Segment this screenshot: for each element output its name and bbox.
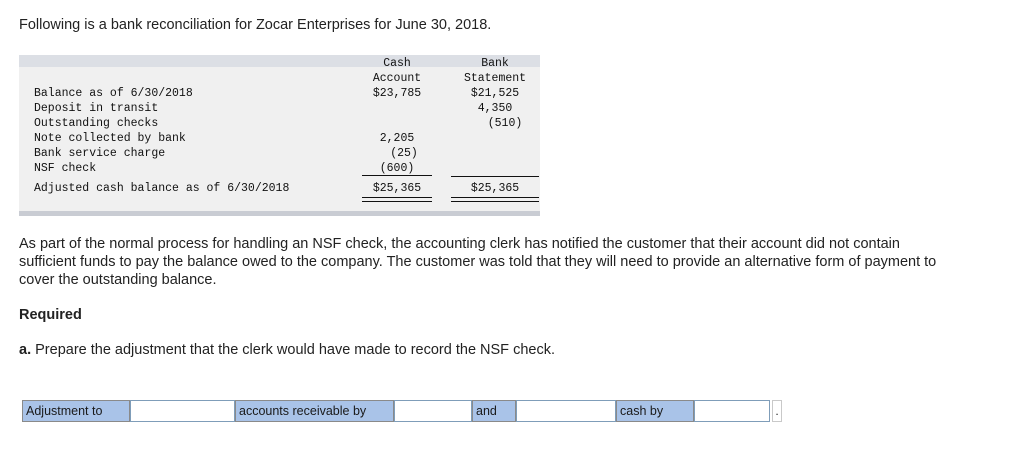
table-header-band <box>19 55 540 67</box>
adjustment-to-label: Adjustment to <box>22 400 130 422</box>
row-label-deposit: Deposit in transit <box>34 102 159 115</box>
bank-statement-header-line1: Bank <box>481 57 509 70</box>
row-cash-note: 2,205 <box>379 132 415 145</box>
answer-row: Adjustment to accounts receivable by and… <box>22 400 782 422</box>
question-letter: a. <box>19 342 32 358</box>
cash-account-header-line1: Cash <box>383 57 411 70</box>
period-mark: . <box>772 400 782 422</box>
required-heading: Required <box>19 307 82 323</box>
accounts-receivable-label: accounts receivable by <box>235 400 394 422</box>
bank-statement-header-line2: Statement <box>463 72 527 85</box>
cash-total-double-rule <box>362 197 432 202</box>
second-account-input[interactable] <box>516 400 616 422</box>
cash-account-header-line2: Account <box>372 72 422 85</box>
row-label-outstanding: Outstanding checks <box>34 117 159 130</box>
bank-subtotal-rule <box>451 176 539 177</box>
row-cash-adjusted: $25,365 <box>372 182 422 195</box>
cash-direction-input[interactable] <box>694 400 770 422</box>
row-cash-balance: $23,785 <box>372 87 422 100</box>
row-bank-balance: $21,525 <box>470 87 520 100</box>
row-bank-deposit: 4,350 <box>477 102 513 115</box>
intro-text: Following is a bank reconciliation for Z… <box>19 17 492 33</box>
row-label-nsf: NSF check <box>34 162 97 175</box>
row-label-adjusted: Adjusted cash balance as of 6/30/2018 <box>34 182 290 195</box>
question-a: a. Prepare the adjustment that the clerk… <box>19 342 555 358</box>
bank-total-double-rule <box>451 197 539 202</box>
bank-reconciliation-table: Cash Account Bank Statement Balance as o… <box>19 55 540 216</box>
scenario-paragraph: As part of the normal process for handli… <box>19 236 937 288</box>
row-label-service: Bank service charge <box>34 147 166 160</box>
accounts-receivable-direction-input[interactable] <box>394 400 472 422</box>
question-text: Prepare the adjustment that the clerk wo… <box>35 342 555 358</box>
row-cash-service: (25) <box>390 147 418 160</box>
row-label-note: Note collected by bank <box>34 132 186 145</box>
account-input[interactable] <box>130 400 235 422</box>
row-bank-adjusted: $25,365 <box>470 182 520 195</box>
row-label-balance: Balance as of 6/30/2018 <box>34 87 193 100</box>
row-bank-outstanding: (510) <box>487 117 523 130</box>
and-label: and <box>472 400 516 422</box>
row-cash-nsf: (600) <box>362 162 432 176</box>
cash-by-label: cash by <box>616 400 694 422</box>
